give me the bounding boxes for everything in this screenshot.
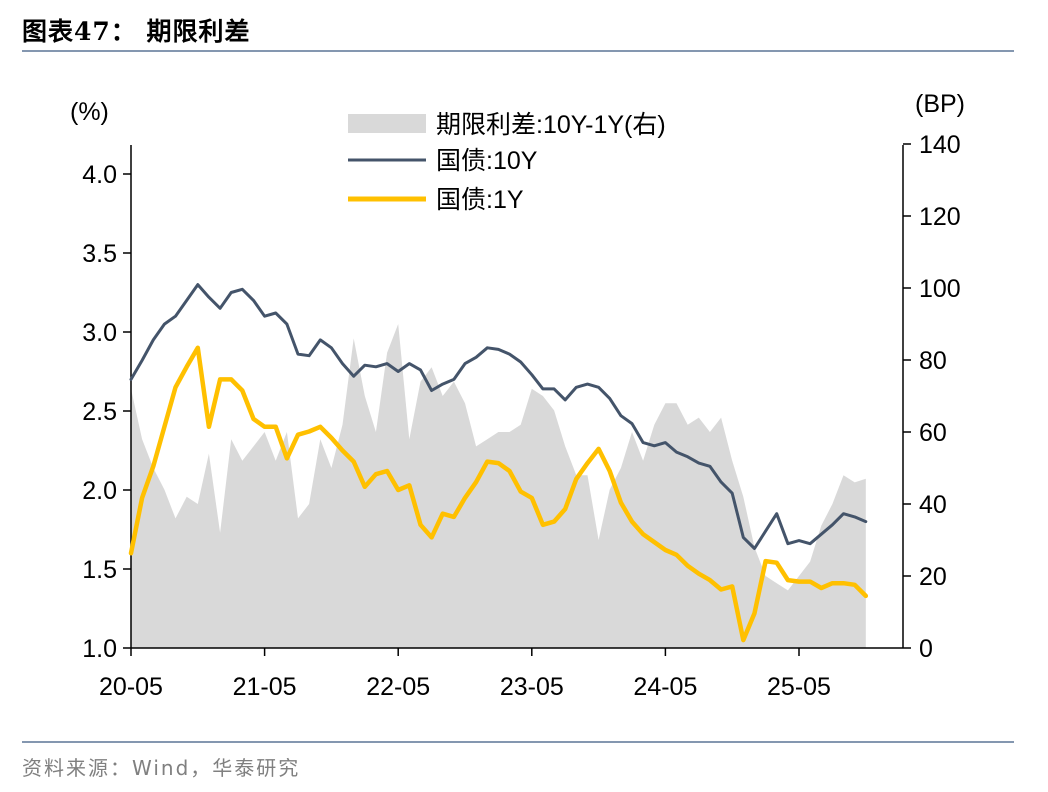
source-note: 资料来源：Wind，华泰研究 bbox=[22, 756, 301, 780]
legend-label-spread: 期限利差:10Y-1Y(右) bbox=[436, 111, 666, 139]
right-tick-label: 40 bbox=[919, 491, 947, 519]
axes-layer: 1.0 1.5 2.0 2.5 3.0 3.5 4.0 0 20 40 60 80 100 120 140 2… bbox=[82, 131, 960, 701]
left-tick-label: 3.0 bbox=[82, 319, 117, 347]
lines-layer bbox=[128, 283, 869, 643]
x-tick-label: 25-05 bbox=[767, 673, 831, 701]
left-tick-label: 4.0 bbox=[82, 161, 117, 189]
source-divider bbox=[22, 741, 1014, 743]
x-tick-label: 23-05 bbox=[500, 673, 564, 701]
right-tick-label: 60 bbox=[919, 419, 947, 447]
chart-legend: 期限利差:10Y-1Y(右) 国债:10Y 国债:1Y bbox=[348, 111, 666, 214]
right-tick-label: 140 bbox=[919, 131, 961, 159]
yield-chart: 1.0 1.5 2.0 2.5 3.0 3.5 4.0 0 20 40 60 80 100 120 140 2… bbox=[70, 90, 965, 701]
right-tick-label: 80 bbox=[919, 347, 947, 375]
right-tick-label: 120 bbox=[919, 203, 961, 231]
legend-label-1y: 国债:1Y bbox=[436, 186, 524, 214]
left-tick-label: 2.0 bbox=[82, 477, 117, 505]
right-tick-label: 100 bbox=[919, 275, 961, 303]
title-divider bbox=[22, 50, 1014, 52]
series-line-10y bbox=[129, 283, 868, 550]
spread-area bbox=[131, 324, 866, 648]
x-tick-label: 20-05 bbox=[99, 673, 163, 701]
right-tick-label: 20 bbox=[919, 563, 947, 591]
spread-area-layer bbox=[131, 324, 866, 648]
x-tick-label: 22-05 bbox=[366, 673, 430, 701]
left-axis-unit: (%) bbox=[70, 98, 109, 126]
left-tick-label: 3.5 bbox=[82, 240, 117, 268]
right-tick-label: 0 bbox=[919, 635, 933, 663]
legend-swatch-spread bbox=[348, 114, 426, 133]
legend-label-10y: 国债:10Y bbox=[436, 147, 538, 175]
series-line-1y bbox=[128, 345, 869, 643]
left-tick-label: 1.0 bbox=[82, 635, 117, 663]
left-tick-label: 2.5 bbox=[82, 398, 117, 426]
right-axis-unit: (BP) bbox=[915, 90, 965, 118]
figure-title: 图表47： 期限利差 bbox=[22, 17, 251, 46]
left-tick-label: 1.5 bbox=[82, 556, 117, 584]
x-tick-label: 21-05 bbox=[233, 673, 297, 701]
x-tick-label: 24-05 bbox=[633, 673, 697, 701]
